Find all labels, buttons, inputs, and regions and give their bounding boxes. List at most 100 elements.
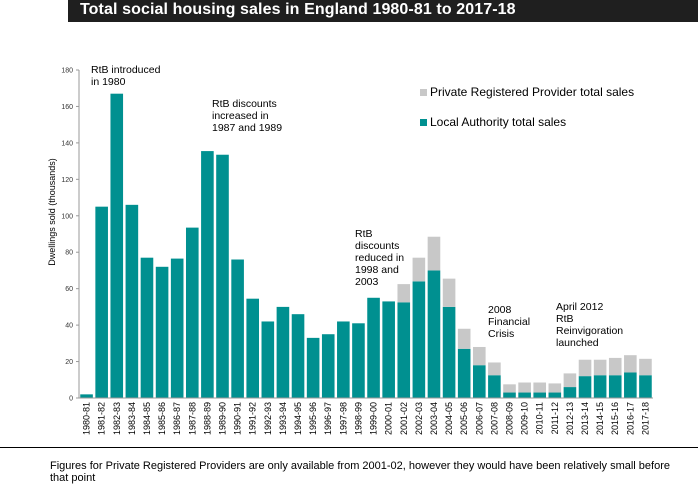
- x-tick-label: 1999-00: [369, 402, 379, 435]
- bar-private-registered-provider: [518, 382, 531, 393]
- y-tick-label: 80: [65, 250, 73, 257]
- bar-local-authority: [488, 375, 501, 398]
- x-tick-label: 1984-85: [142, 402, 152, 435]
- x-tick-label: 1989-90: [218, 402, 228, 435]
- bar-local-authority: [261, 321, 275, 398]
- annotation: RtB discounts increased in 1987 and 1989: [212, 98, 282, 134]
- y-tick-label: 20: [65, 359, 73, 366]
- x-tick-label: 2002-03: [414, 402, 424, 435]
- x-tick-label: 1993-94: [278, 402, 288, 435]
- x-tick-label: 1996-97: [323, 402, 333, 435]
- x-tick-label: 1998-99: [353, 402, 363, 435]
- bar-local-authority: [95, 206, 108, 398]
- x-tick-label: 2000-01: [384, 402, 394, 435]
- annotation: RtB discounts reduced in 1998 and 2003: [355, 228, 404, 288]
- bar-private-registered-provider: [533, 382, 547, 393]
- bar-local-authority: [533, 392, 547, 398]
- bar-local-authority: [321, 334, 335, 398]
- footnote-divider: [0, 447, 698, 448]
- bar-private-registered-provider: [427, 236, 441, 271]
- bar-local-authority: [291, 314, 305, 398]
- x-tick-label: 1986-87: [172, 402, 182, 435]
- y-tick-label: 120: [61, 177, 73, 184]
- x-tick-label: 2007-08: [489, 402, 499, 435]
- x-tick-label: 2006-07: [474, 402, 484, 435]
- x-tick-label: 1992-93: [263, 402, 273, 435]
- bar-local-authority: [276, 306, 290, 398]
- bar-local-authority: [185, 227, 199, 398]
- legend-swatch: [420, 119, 427, 126]
- x-tick-label: 1983-84: [127, 402, 137, 435]
- bar-local-authority: [442, 306, 456, 398]
- bar-private-registered-provider: [412, 257, 426, 282]
- bar-local-authority: [306, 337, 320, 398]
- title-bar: Total social housing sales in England 19…: [68, 0, 698, 22]
- x-tick-label: 1995-96: [308, 402, 318, 435]
- y-tick-label: 60: [65, 286, 73, 293]
- y-tick-label: 160: [61, 104, 73, 111]
- chart-title: Total social housing sales in England 19…: [80, 1, 516, 18]
- x-tick-label: 1985-86: [157, 402, 167, 435]
- bar-local-authority: [578, 376, 592, 398]
- bar-private-registered-provider: [608, 357, 622, 376]
- x-tick-label: 2012-13: [565, 402, 575, 435]
- x-tick-label: 2014-15: [595, 402, 605, 435]
- bar-local-authority: [624, 372, 637, 398]
- x-tick-label: 1980-81: [82, 402, 92, 435]
- bar-local-authority: [608, 375, 622, 398]
- x-tick-label: 1991-92: [248, 402, 258, 435]
- bar-local-authority: [397, 302, 411, 398]
- x-tick-label: 2015-16: [610, 402, 620, 435]
- bar-private-registered-provider: [472, 346, 486, 366]
- x-tick-label: 2008-09: [505, 402, 515, 435]
- annotation: 2008 Financial Crisis: [488, 304, 530, 340]
- bar-local-authority: [201, 151, 214, 398]
- x-tick-label: 2011-12: [550, 402, 560, 434]
- bar-local-authority: [472, 365, 486, 398]
- bar-private-registered-provider: [578, 359, 592, 377]
- bar-local-authority: [427, 270, 441, 398]
- bar-private-registered-provider: [442, 278, 456, 307]
- x-tick-label: 1990-91: [233, 402, 243, 435]
- y-tick-label: 140: [61, 140, 73, 147]
- bar-local-authority: [563, 387, 577, 398]
- legend-label: Local Authority total sales: [430, 115, 566, 129]
- bar-local-authority: [593, 375, 607, 398]
- bar-local-authority: [367, 297, 380, 398]
- chart: Dwellings sold (thousands) 0 20 40 60 80 100 1…: [47, 64, 653, 435]
- bar-private-registered-provider: [503, 384, 516, 393]
- bar-local-authority: [110, 93, 124, 398]
- bar-private-registered-provider: [397, 284, 411, 303]
- bar-local-authority: [140, 257, 154, 398]
- bar-private-registered-provider: [624, 355, 637, 373]
- x-tick-label: 1994-95: [293, 402, 303, 435]
- x-tick-label: 1988-89: [202, 402, 212, 435]
- y-tick-label: 100: [61, 213, 73, 220]
- y-tick-label: 0: [69, 396, 73, 403]
- bar-local-authority: [80, 394, 93, 398]
- x-tick-label: 2001-02: [399, 402, 409, 435]
- x-tick-label: 2013-14: [580, 402, 590, 435]
- bar-local-authority: [548, 392, 562, 398]
- y-axis-label: Dwellings sold (thousands): [47, 158, 57, 266]
- legend-label: Private Registered Provider total sales: [430, 85, 634, 99]
- bar-private-registered-provider: [488, 362, 501, 376]
- bar-local-authority: [518, 392, 531, 398]
- annotation: RtB introduced in 1980: [91, 64, 161, 88]
- bar-local-authority: [352, 323, 365, 398]
- bar-local-authority: [457, 348, 471, 398]
- bar-private-registered-provider: [563, 373, 577, 388]
- x-tick-label: 1987-88: [187, 402, 197, 435]
- x-tick-label: 2009-10: [520, 402, 530, 435]
- bar-local-authority: [125, 204, 139, 398]
- bar-local-authority: [246, 298, 260, 398]
- x-tick-label: 1982-83: [112, 402, 122, 435]
- bar-local-authority: [639, 375, 652, 398]
- x-tick-label: 1997-98: [338, 402, 348, 435]
- x-tick-label: 2005-06: [459, 402, 469, 435]
- x-tick-label: 2017-18: [640, 402, 650, 435]
- y-tick-label: 40: [65, 323, 73, 330]
- bar-local-authority: [337, 321, 350, 398]
- footnote: Figures for Private Registered Providers…: [50, 460, 670, 484]
- y-tick-label: 180: [61, 68, 73, 75]
